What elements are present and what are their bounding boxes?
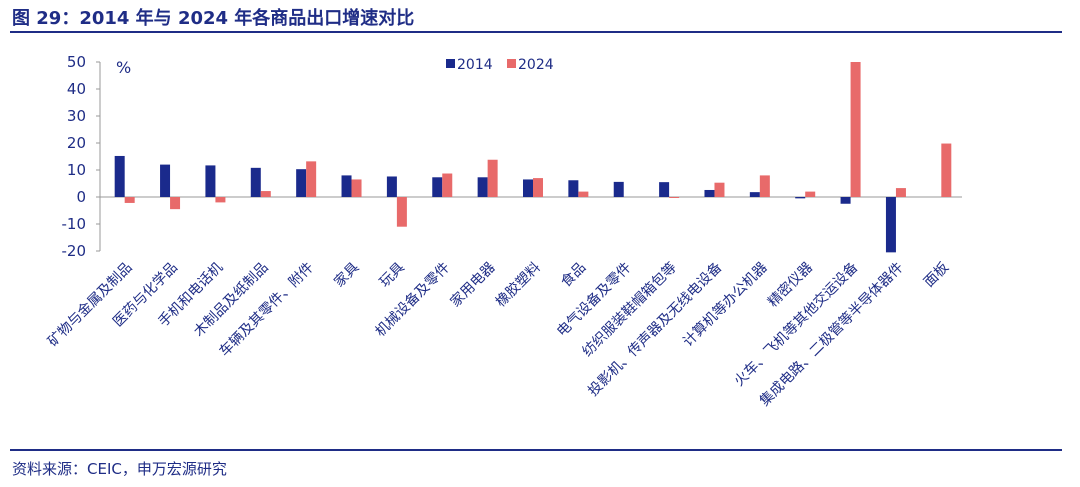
y-tick-label: 50 bbox=[67, 53, 86, 71]
bar-2024 bbox=[805, 191, 816, 197]
bar-2024 bbox=[850, 62, 861, 197]
bar-2024 bbox=[215, 197, 226, 203]
category-label: 面板 bbox=[921, 260, 952, 291]
y-unit-label: % bbox=[116, 58, 131, 77]
bar-2014 bbox=[795, 197, 806, 199]
bar-2014 bbox=[250, 167, 261, 197]
source-rule bbox=[10, 449, 1062, 451]
y-tick-label: 20 bbox=[67, 134, 86, 152]
y-tick-label: 30 bbox=[67, 107, 86, 125]
bar-2014 bbox=[704, 189, 715, 197]
category-label: 矿物与金属及制品 bbox=[45, 260, 136, 351]
bar-2014 bbox=[296, 169, 307, 197]
y-tick-label: 40 bbox=[67, 80, 86, 98]
y-tick-label: 0 bbox=[76, 188, 86, 206]
bar-2014 bbox=[613, 181, 624, 197]
category-label: 家具 bbox=[331, 259, 363, 291]
bar-2024 bbox=[941, 143, 952, 197]
y-tick-label: 10 bbox=[67, 161, 86, 179]
legend-swatch-2024 bbox=[507, 59, 516, 68]
bar-2014 bbox=[341, 175, 352, 197]
title-rule bbox=[10, 31, 1062, 33]
bar-2014 bbox=[432, 177, 443, 197]
bar-2014 bbox=[659, 182, 670, 197]
bar-2024 bbox=[487, 159, 498, 197]
y-tick-label: -20 bbox=[62, 242, 87, 260]
category-label: 计算机等办公机器 bbox=[679, 259, 770, 350]
bar-2024 bbox=[124, 197, 135, 203]
bar-2014 bbox=[477, 177, 488, 197]
legend-label-2024: 2024 bbox=[518, 57, 554, 73]
bar-2024 bbox=[533, 178, 543, 197]
category-label: 玩具 bbox=[377, 260, 408, 291]
category-label: 食品 bbox=[557, 259, 589, 291]
bar-2024 bbox=[714, 182, 725, 197]
bar-2024 bbox=[170, 197, 181, 210]
bar-2024 bbox=[442, 173, 453, 197]
bar-2014 bbox=[885, 197, 896, 253]
bar-2014 bbox=[840, 197, 851, 204]
bar-2024 bbox=[351, 179, 362, 197]
bar-2014 bbox=[386, 176, 397, 197]
bar-2014 bbox=[114, 155, 125, 197]
bar-2024 bbox=[306, 161, 317, 197]
chart-title: 图 29：2014 年与 2024 年各商品出口增速对比 bbox=[12, 8, 415, 29]
legend-label-2014: 2014 bbox=[457, 57, 493, 73]
y-tick-label: -10 bbox=[62, 215, 87, 233]
bar-2024 bbox=[578, 191, 589, 197]
bar-2014 bbox=[568, 180, 579, 197]
bar-2014 bbox=[205, 165, 216, 197]
bar-2014 bbox=[160, 164, 171, 197]
bar-2014 bbox=[749, 192, 760, 197]
category-label: 橡胶塑料 bbox=[492, 259, 544, 311]
bar-2024 bbox=[396, 197, 407, 227]
bar-2024 bbox=[669, 197, 680, 198]
legend-swatch-2014 bbox=[446, 59, 455, 68]
bar-2014 bbox=[523, 179, 533, 197]
bar-2024 bbox=[759, 175, 770, 197]
bar-2024 bbox=[260, 191, 271, 197]
source-note: 资料来源：CEIC，申万宏源研究 bbox=[12, 460, 227, 478]
category-label: 家用电器 bbox=[447, 259, 499, 311]
bar-2024 bbox=[895, 188, 906, 197]
